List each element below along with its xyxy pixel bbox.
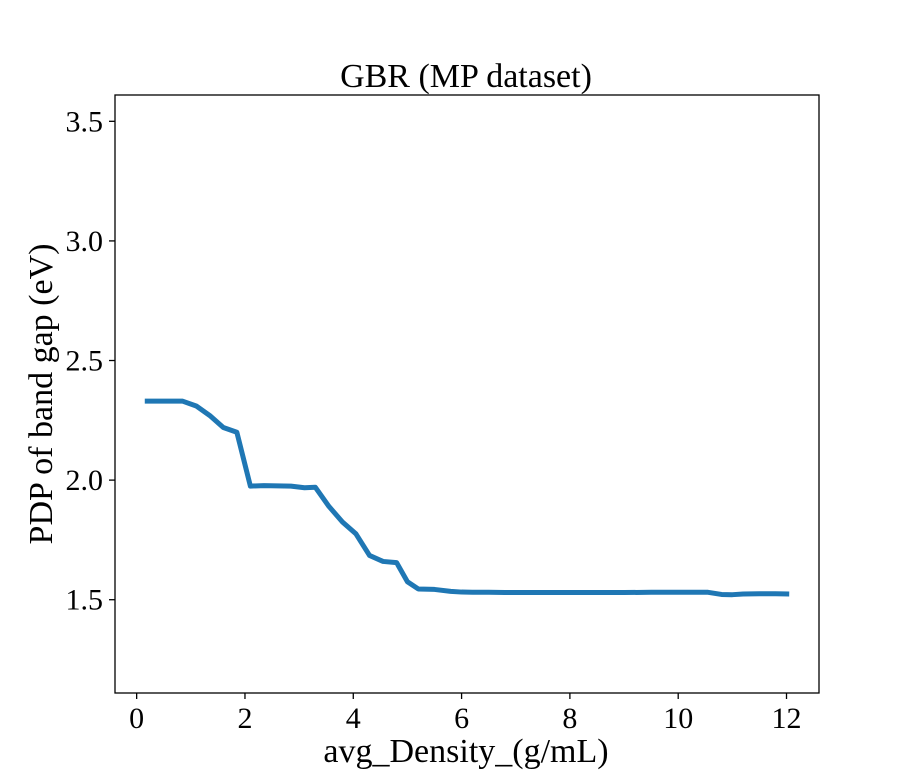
- x-axis-label: avg_Density_(g/mL): [323, 733, 608, 770]
- x-tick-label: 10: [663, 702, 693, 735]
- y-axis-ticks: 1.5 2.0 2.5 3.0 3.5: [66, 105, 115, 617]
- x-axis-ticks: 0 2 4 6 8 10 12: [129, 693, 802, 735]
- x-tick-label: 4: [346, 702, 361, 735]
- y-axis-label: PDP of band gap (eV): [23, 244, 60, 545]
- x-tick-label: 12: [772, 702, 802, 735]
- series-line: [144, 398, 790, 598]
- x-tick-label: 8: [562, 702, 577, 735]
- x-tick-label: 2: [237, 702, 252, 735]
- y-tick-label: 2.0: [66, 464, 104, 497]
- plot-area: 0 2 4 6 8 10 12 1.5 2.0 2.5 3.0 3.5: [66, 94, 820, 735]
- y-tick-label: 2.5: [66, 345, 104, 378]
- y-tick-label: 1.5: [66, 584, 104, 617]
- plot-frame: [114, 94, 820, 694]
- chart-title: GBR (MP dataset): [340, 58, 592, 95]
- x-tick-label: 6: [454, 702, 469, 735]
- x-tick-label: 0: [129, 702, 144, 735]
- y-tick-label: 3.5: [66, 105, 104, 138]
- y-tick-label: 3.0: [66, 225, 104, 258]
